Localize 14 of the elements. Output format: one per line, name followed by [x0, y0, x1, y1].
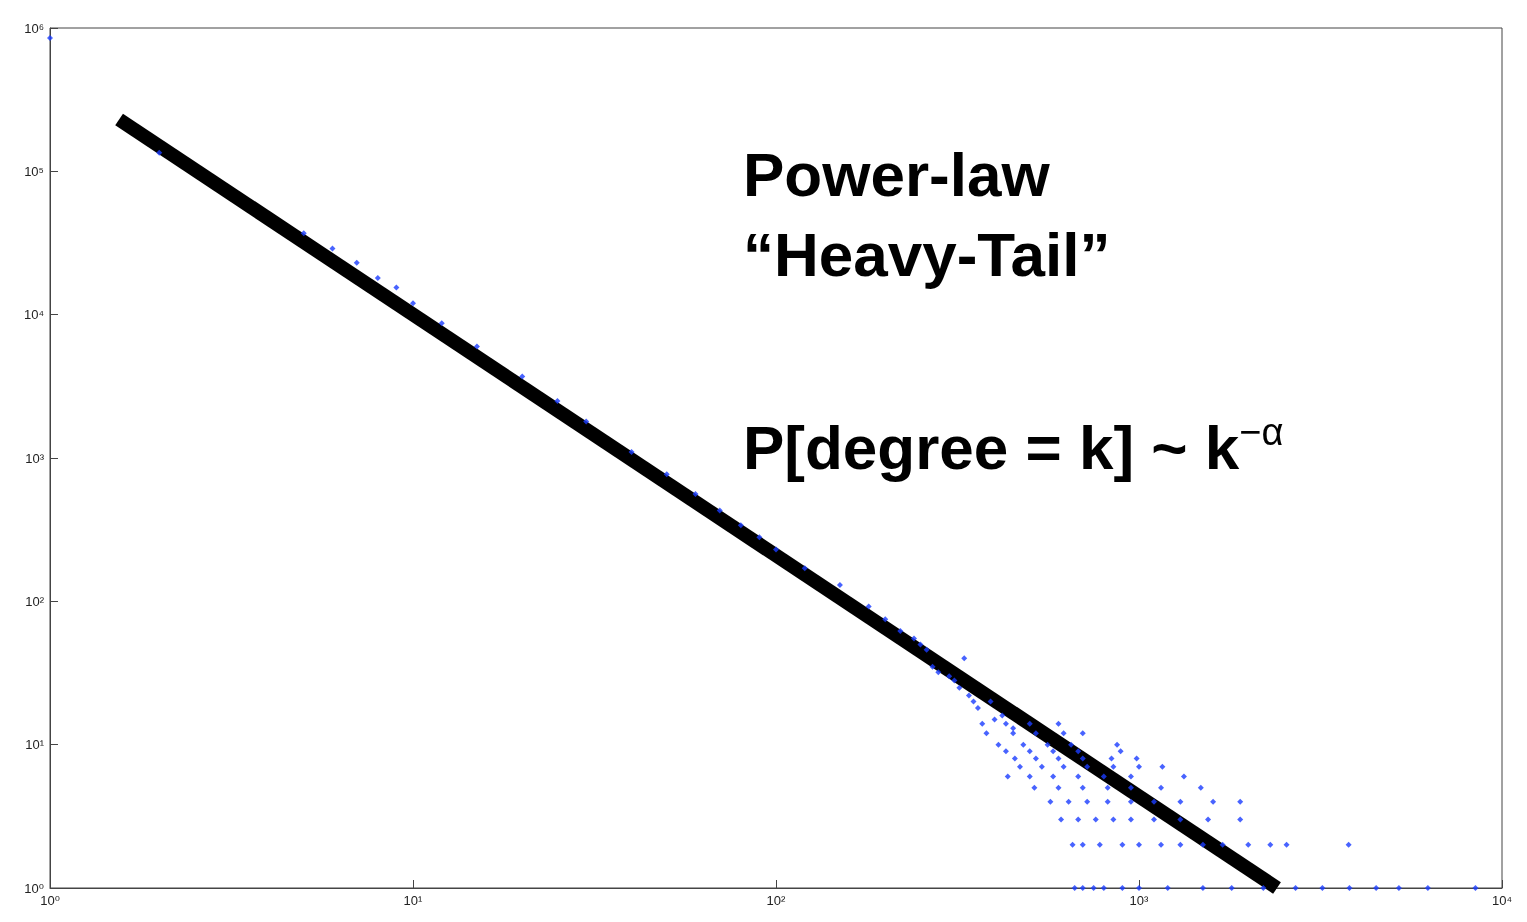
y-tick-label: 10⁰	[24, 880, 44, 896]
x-tick-label: 10²	[766, 893, 787, 908]
y-tick-label: 10⁵	[24, 163, 44, 179]
x-tick-label: 10⁰	[40, 893, 60, 908]
annotation: Power-law	[743, 139, 1051, 209]
x-tick-label: 10⁴	[1491, 893, 1513, 908]
y-tick-label: 10⁶	[24, 20, 44, 36]
x-tick-label: 10¹	[403, 893, 424, 908]
annotation: “Heavy-Tail”	[743, 219, 1111, 289]
x-tick-label: 10³	[1129, 893, 1150, 908]
y-tick-label: 10²	[25, 593, 45, 609]
y-tick-label: 10³	[25, 450, 45, 466]
y-tick-label: 10⁴	[23, 307, 44, 323]
y-tick-label: 10¹	[25, 737, 45, 753]
